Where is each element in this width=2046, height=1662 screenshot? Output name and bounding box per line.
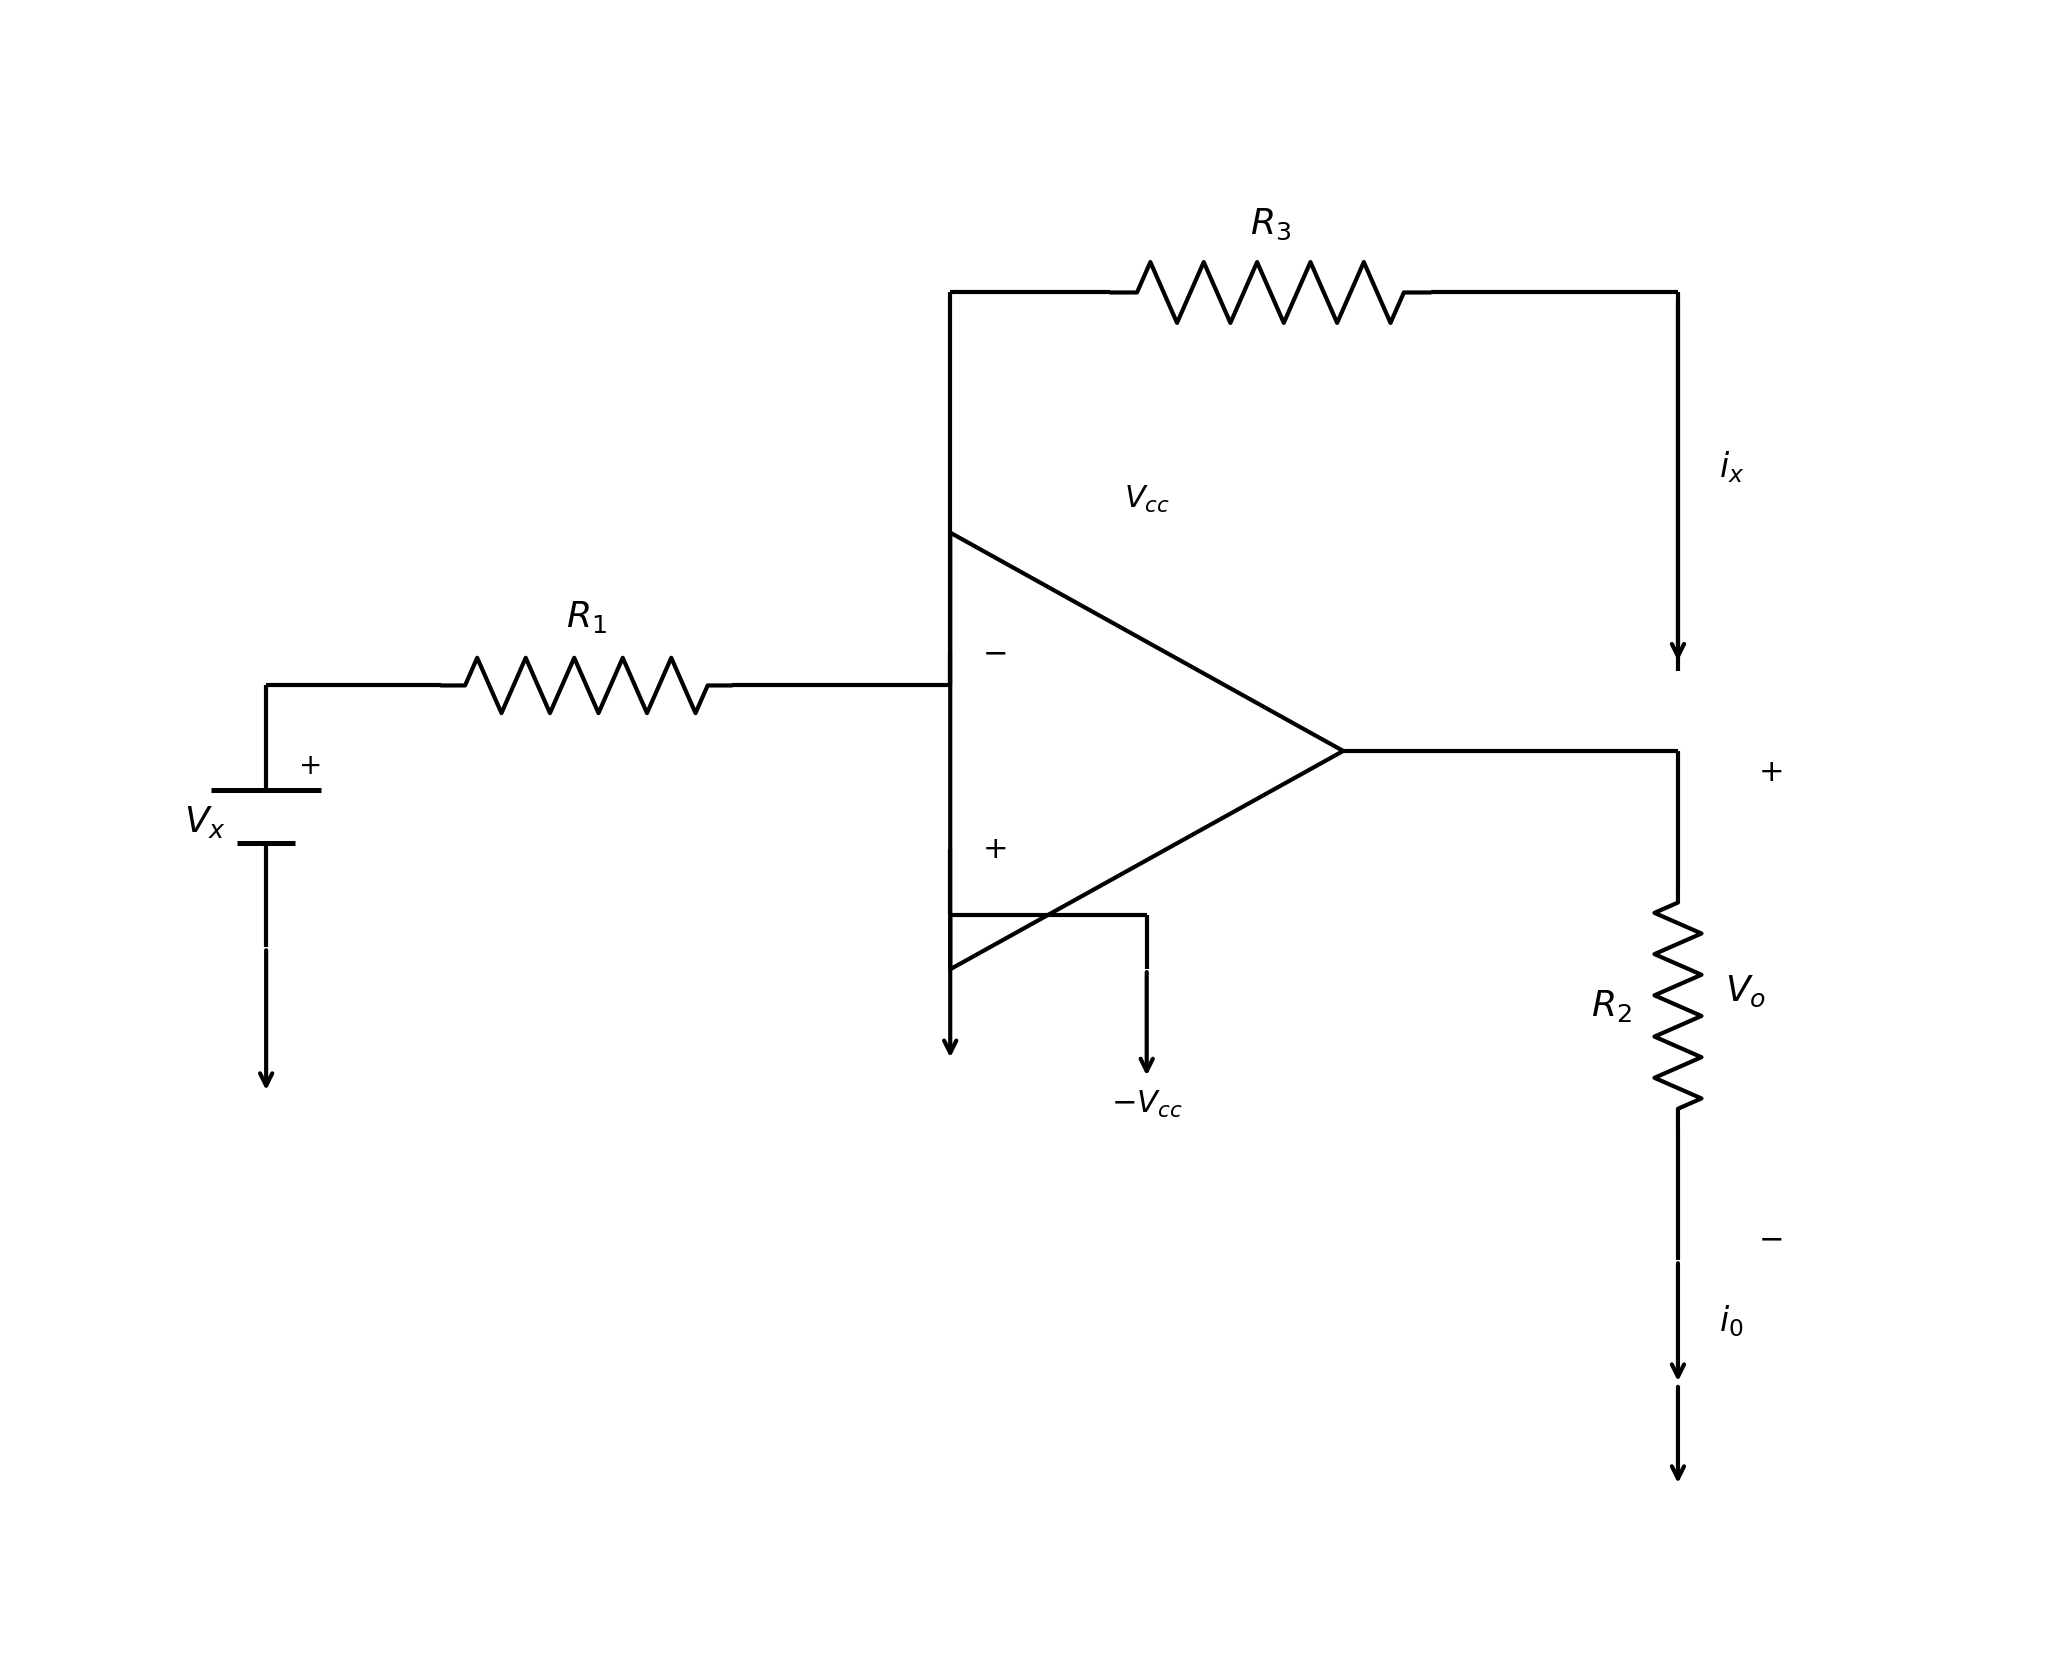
Text: $V_x$: $V_x$	[184, 804, 225, 841]
Text: $-$: $-$	[1758, 1223, 1782, 1253]
Text: $R_1$: $R_1$	[567, 598, 608, 635]
Text: $V_o$: $V_o$	[1725, 974, 1766, 1009]
Text: $-$: $-$	[982, 638, 1007, 666]
Text: $i_0$: $i_0$	[1719, 1303, 1743, 1340]
Text: $+$: $+$	[1758, 758, 1782, 788]
Text: $i_x$: $i_x$	[1719, 449, 1743, 485]
Text: $R_3$: $R_3$	[1250, 206, 1291, 241]
Text: $+$: $+$	[982, 834, 1007, 864]
Text: $R_2$: $R_2$	[1590, 987, 1631, 1024]
Text: $V_{cc}$: $V_{cc}$	[1123, 484, 1170, 515]
Text: $+$: $+$	[299, 751, 321, 779]
Text: $-V_{cc}$: $-V_{cc}$	[1111, 1089, 1183, 1120]
